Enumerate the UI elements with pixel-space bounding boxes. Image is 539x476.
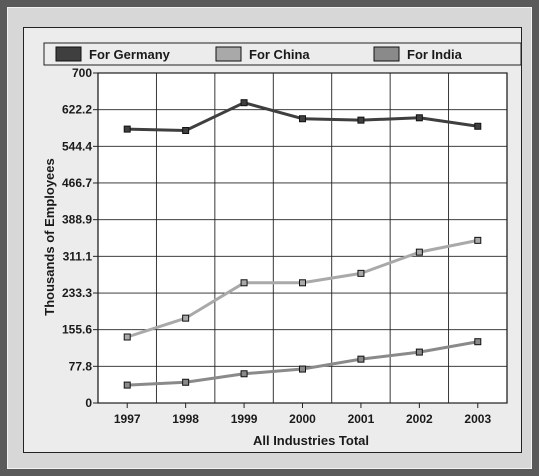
y-tick-label: 233.3 xyxy=(62,286,92,300)
data-point xyxy=(182,127,190,135)
data-point xyxy=(474,122,482,130)
x-tick-label: 1997 xyxy=(114,412,141,426)
y-axis-ticks: 0 77.8 155.6 233.3 311.1 388.9 466.7 544.4 622.2… xyxy=(62,66,92,410)
y-tick-label: 622.2 xyxy=(62,103,92,117)
data-point xyxy=(123,125,131,133)
data-point xyxy=(240,370,248,378)
x-tick-label: 2001 xyxy=(348,412,375,426)
data-point xyxy=(299,279,306,287)
data-point xyxy=(357,116,365,124)
data-point xyxy=(415,248,423,256)
y-tick-label: 544.4 xyxy=(62,139,92,153)
data-point xyxy=(357,355,365,363)
x-tick-label: 2002 xyxy=(406,412,433,426)
x-tick-label: 2003 xyxy=(464,412,491,426)
legend-swatch xyxy=(215,46,242,62)
legend-box xyxy=(43,42,522,66)
data-point xyxy=(415,114,423,122)
data-point xyxy=(299,365,306,373)
y-axis-title: Thousands of Employees xyxy=(42,158,57,315)
data-point xyxy=(240,99,248,107)
x-tick-label: 1998 xyxy=(172,412,199,426)
y-tick-label: 0 xyxy=(85,396,92,410)
legend-swatch xyxy=(373,46,400,62)
data-point xyxy=(415,348,423,356)
data-point xyxy=(123,333,131,341)
grid xyxy=(93,72,508,408)
data-point xyxy=(474,338,482,346)
y-tick-label: 700 xyxy=(72,66,92,80)
x-tick-label: 1999 xyxy=(231,412,258,426)
legend: For Germany For China For India xyxy=(43,42,522,66)
data-point xyxy=(182,378,190,386)
y-tick-label: 388.9 xyxy=(62,213,92,227)
x-axis-ticks: 1997 1998 1999 2000 2001 2002 2003 xyxy=(114,412,492,426)
data-point xyxy=(474,236,482,244)
y-tick-label: 466.7 xyxy=(62,176,92,190)
data-point xyxy=(357,269,365,277)
data-point xyxy=(123,381,131,389)
x-tick-label: 2000 xyxy=(289,412,316,426)
x-axis-title: All Industries Total xyxy=(253,433,369,448)
legend-swatch xyxy=(55,46,82,62)
series-lines xyxy=(123,99,482,389)
y-tick-label: 155.6 xyxy=(62,323,92,337)
y-tick-label: 77.8 xyxy=(69,359,93,373)
data-point xyxy=(182,314,190,322)
legend-label: For Germany xyxy=(89,47,171,62)
legend-label: For China xyxy=(249,47,310,62)
data-point xyxy=(299,115,306,123)
y-tick-label: 311.1 xyxy=(63,249,93,263)
data-point xyxy=(240,279,248,287)
legend-label: For India xyxy=(407,47,463,62)
